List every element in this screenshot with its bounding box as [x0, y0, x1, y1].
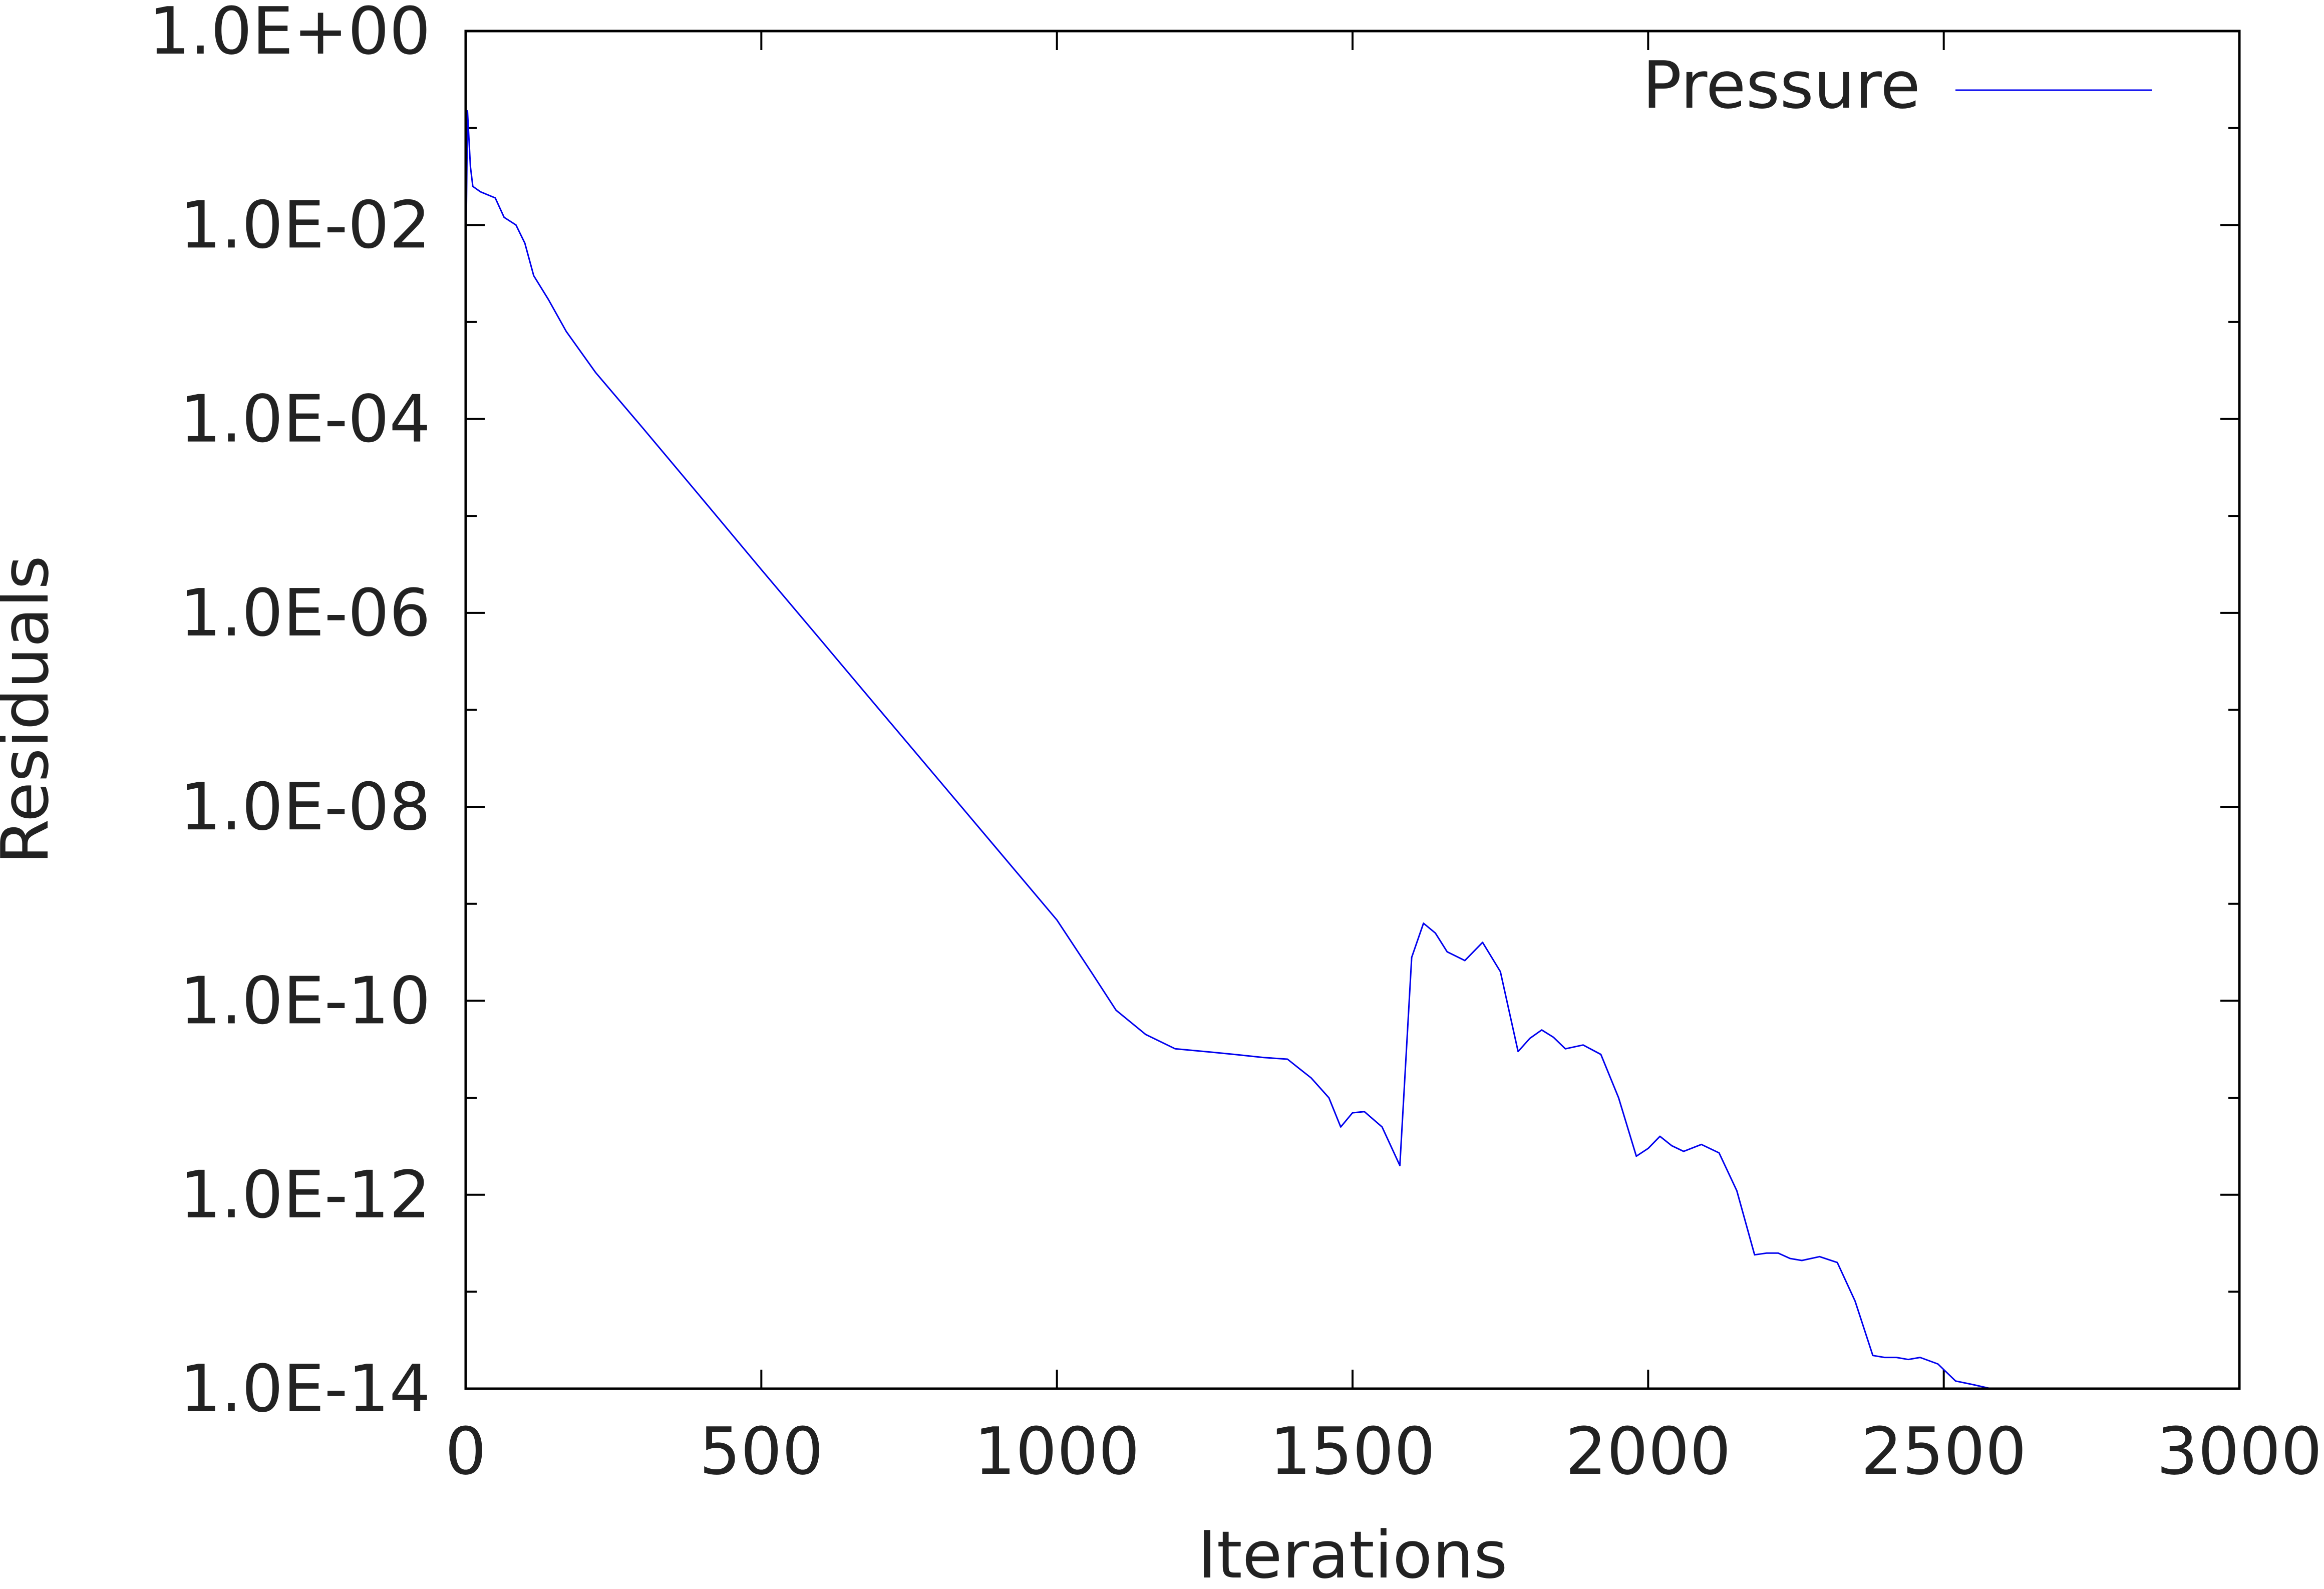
- x-tick-label: 0: [445, 1413, 487, 1489]
- y-tick-label: 1.0E-14: [180, 1351, 431, 1427]
- tick-marks: [465, 30, 2240, 1390]
- x-axis-title: Iterations: [1197, 1517, 1507, 1589]
- tick-labels: 0 500 1000 1500 2000 2500 3000 1.0E+00 1.0E-02 1.…: [149, 0, 2322, 1489]
- y-tick-label: 1.0E-06: [180, 575, 431, 651]
- y-tick-label: 1.0E-12: [180, 1157, 431, 1233]
- legend: Pressure: [1642, 47, 2152, 123]
- series-line-pressure: [465, 110, 2239, 1390]
- x-tick-label: 1500: [1270, 1413, 1436, 1489]
- y-tick-label: 1.0E+00: [149, 0, 431, 69]
- series-layer: [465, 110, 2239, 1390]
- x-tick-label: 1000: [974, 1413, 1140, 1489]
- x-tick-label: 2000: [1565, 1413, 1731, 1489]
- x-tick-label: 500: [699, 1413, 823, 1489]
- x-tick-label: 2500: [1861, 1413, 2027, 1489]
- y-tick-label: 1.0E-04: [180, 381, 431, 457]
- y-tick-label: 1.0E-08: [180, 769, 431, 845]
- plot-frame: [464, 30, 2241, 1390]
- legend-label-pressure: Pressure: [1642, 47, 1920, 123]
- x-tick-label: 3000: [2157, 1413, 2322, 1489]
- y-tick-label: 1.0E-10: [180, 963, 431, 1039]
- y-tick-label: 1.0E-02: [180, 187, 431, 263]
- y-axis-title: Residuals: [0, 555, 63, 864]
